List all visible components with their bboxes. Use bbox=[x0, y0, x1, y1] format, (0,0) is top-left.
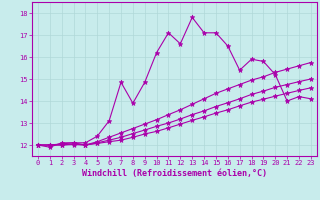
X-axis label: Windchill (Refroidissement éolien,°C): Windchill (Refroidissement éolien,°C) bbox=[82, 169, 267, 178]
